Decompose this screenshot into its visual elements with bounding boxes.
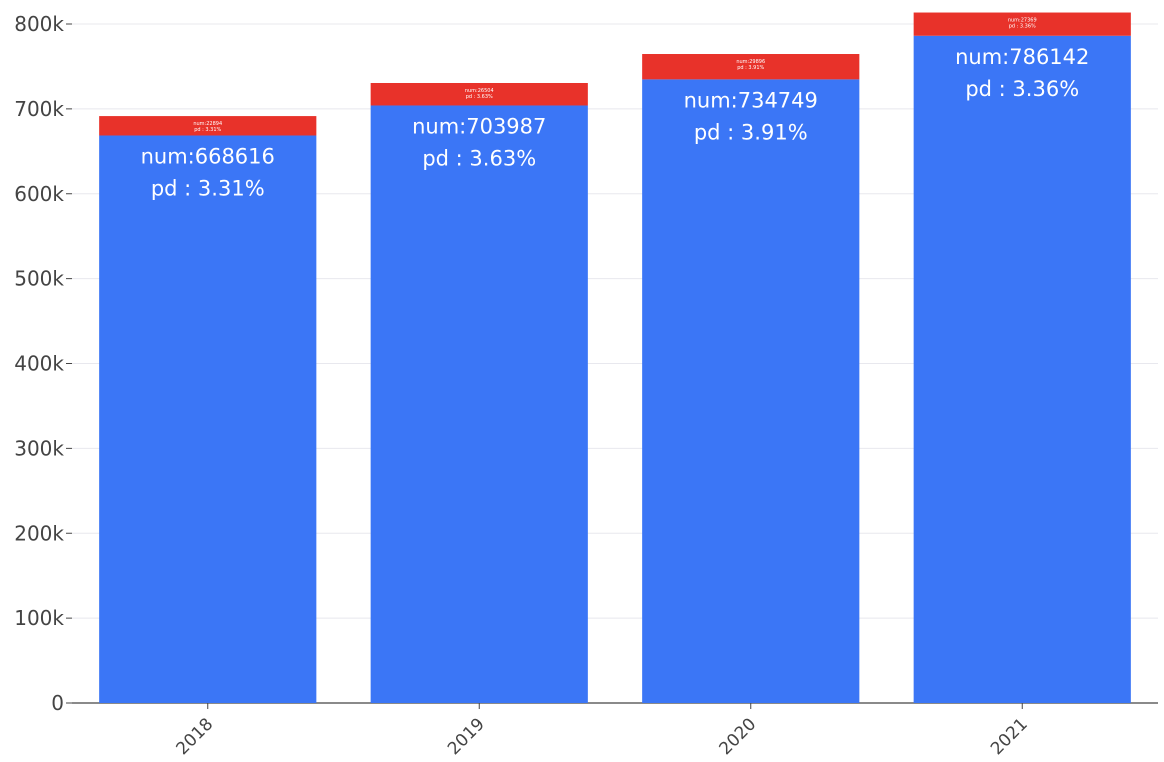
y-tick-label: 0: [51, 691, 64, 715]
x-tick-label: 2020: [716, 714, 761, 759]
bar-pd-2019: [370, 82, 588, 106]
bar-label-pd-2021: pd : 3.36%: [1009, 24, 1036, 30]
bar-label-base-2020: pd : 3.91%: [694, 120, 808, 144]
y-tick-label: 200k: [14, 521, 64, 545]
bar-base-2018: [99, 135, 317, 703]
x-tick-label: 2021: [987, 714, 1032, 759]
bar-label-base-2019: num:703987: [412, 114, 546, 138]
bar-label-base-2018: pd : 3.31%: [151, 177, 265, 201]
y-tick-label: 700k: [14, 97, 64, 121]
bar-base-2020: [642, 79, 860, 704]
x-tick-label: 2019: [444, 714, 489, 759]
bar-label-base-2018: num:668616: [141, 145, 275, 169]
bar-pd-2018: [99, 116, 317, 136]
y-tick-label: 300k: [14, 436, 64, 460]
bar-label-pd-2020: pd : 3.91%: [737, 65, 764, 71]
bar-label-pd-2018: pd : 3.31%: [194, 127, 221, 133]
bar-pd-2021: [913, 12, 1131, 36]
bar-base-2019: [370, 105, 588, 704]
bar-label-base-2021: pd : 3.36%: [965, 77, 1079, 101]
bar-label-base-2020: num:734749: [684, 88, 818, 112]
bar-label-pd-2019: num:26504: [465, 88, 494, 94]
bar-pd-2020: [642, 54, 860, 80]
bar-label-pd-2018: num:22894: [193, 121, 222, 127]
bar-label-pd-2020: num:29896: [736, 59, 765, 65]
bar-label-pd-2021: num:27369: [1008, 18, 1037, 24]
bars-layer: [99, 12, 1131, 704]
bar-label-pd-2019: pd : 3.63%: [466, 94, 493, 100]
y-tick-label: 100k: [14, 606, 64, 630]
y-tick-label: 400k: [14, 352, 64, 376]
bar-label-base-2021: num:786142: [955, 45, 1089, 69]
y-tick-label: 800k: [14, 12, 64, 36]
x-tick-label: 2018: [173, 714, 218, 759]
y-tick-label: 500k: [14, 267, 64, 291]
bar-base-2021: [913, 35, 1131, 704]
y-tick-label: 600k: [14, 182, 64, 206]
bar-label-base-2019: pd : 3.63%: [422, 146, 536, 170]
